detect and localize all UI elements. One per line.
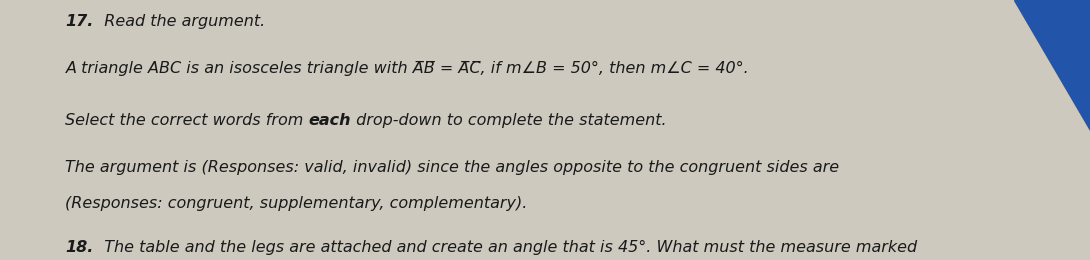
Text: drop-down to complete the statement.: drop-down to complete the statement. — [351, 113, 667, 128]
Text: Read the argument.: Read the argument. — [94, 14, 265, 29]
Text: 17.: 17. — [65, 14, 94, 29]
Polygon shape — [1014, 0, 1090, 130]
Text: (Responses: congruent, supplementary, complementary).: (Responses: congruent, supplementary, co… — [65, 196, 528, 211]
Text: The argument is (Responses: valid, invalid) since the angles opposite to the con: The argument is (Responses: valid, inval… — [65, 160, 839, 175]
Text: A triangle ABC is an isosceles triangle with A̅B̅ = A̅C̅, if m∠B = 50°, then m∠C: A triangle ABC is an isosceles triangle … — [65, 61, 749, 76]
Text: each: each — [308, 113, 351, 128]
Text: The table and the legs are attached and create an angle that is 45°. What must t: The table and the legs are attached and … — [94, 240, 917, 255]
Text: 18.: 18. — [65, 240, 94, 255]
Text: Select the correct words from: Select the correct words from — [65, 113, 308, 128]
